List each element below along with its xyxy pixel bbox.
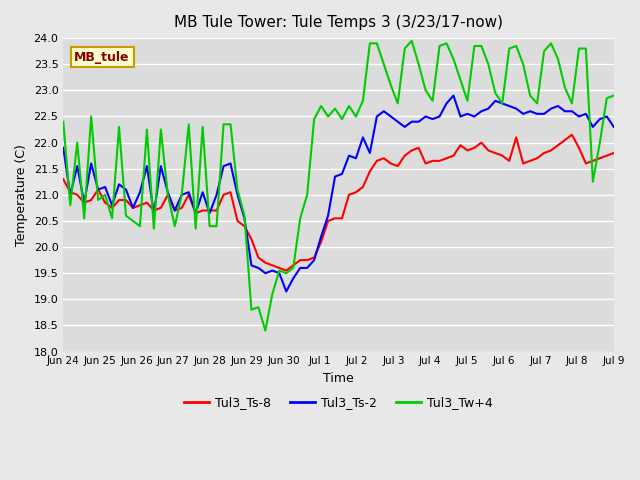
Tul3_Ts-8	[394, 163, 401, 169]
Line: Tul3_Tw+4: Tul3_Tw+4	[63, 41, 614, 331]
Title: MB Tule Tower: Tule Temps 3 (3/23/17-now): MB Tule Tower: Tule Temps 3 (3/23/17-now…	[174, 15, 503, 30]
Tul3_Tw+4	[450, 56, 458, 62]
Tul3_Ts-2	[610, 124, 618, 130]
Tul3_Ts-8	[554, 142, 562, 148]
Tul3_Tw+4	[610, 93, 618, 98]
Tul3_Tw+4	[408, 38, 415, 44]
Tul3_Tw+4	[401, 46, 408, 51]
Tul3_Ts-2	[60, 145, 67, 151]
Tul3_Tw+4	[429, 98, 436, 104]
Tul3_Ts-2	[450, 93, 458, 98]
Tul3_Tw+4	[262, 328, 269, 334]
Tul3_Ts-2	[401, 124, 408, 130]
Tul3_Tw+4	[60, 119, 67, 125]
Text: MB_tule: MB_tule	[74, 51, 130, 64]
X-axis label: Time: Time	[323, 372, 354, 385]
Tul3_Ts-8	[610, 150, 618, 156]
Tul3_Ts-2	[394, 119, 401, 125]
Tul3_Tw+4	[310, 116, 318, 122]
Tul3_Ts-8	[443, 156, 451, 161]
Tul3_Ts-8	[282, 268, 290, 274]
Tul3_Tw+4	[394, 100, 401, 106]
Legend: Tul3_Ts-8, Tul3_Ts-2, Tul3_Tw+4: Tul3_Ts-8, Tul3_Ts-2, Tul3_Tw+4	[179, 391, 498, 414]
Tul3_Ts-8	[310, 254, 318, 260]
Tul3_Ts-8	[60, 176, 67, 182]
Tul3_Tw+4	[561, 85, 569, 91]
Tul3_Ts-2	[443, 100, 451, 106]
Tul3_Ts-2	[422, 114, 429, 120]
Line: Tul3_Ts-8: Tul3_Ts-8	[63, 135, 614, 271]
Line: Tul3_Ts-2: Tul3_Ts-2	[63, 96, 614, 291]
Tul3_Ts-8	[568, 132, 576, 138]
Tul3_Ts-2	[561, 108, 569, 114]
Tul3_Ts-8	[422, 161, 429, 167]
Tul3_Ts-2	[310, 257, 318, 263]
Y-axis label: Temperature (C): Temperature (C)	[15, 144, 28, 246]
Tul3_Ts-8	[401, 153, 408, 158]
Tul3_Ts-2	[282, 288, 290, 294]
